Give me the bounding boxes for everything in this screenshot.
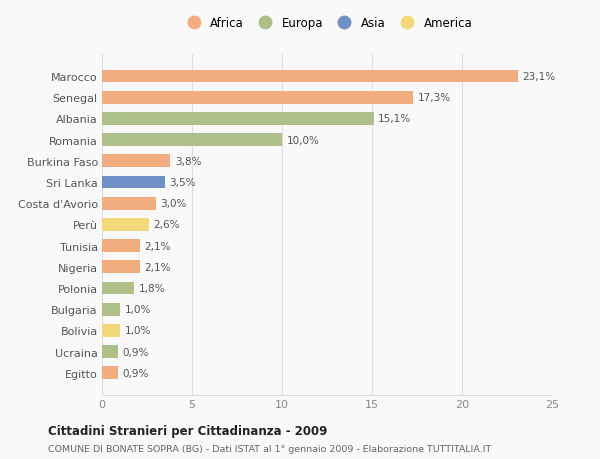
Text: 2,1%: 2,1%: [145, 262, 171, 272]
Bar: [102, 134, 282, 147]
Bar: [102, 197, 156, 210]
Bar: [102, 261, 140, 274]
Text: Cittadini Stranieri per Cittadinanza - 2009: Cittadini Stranieri per Cittadinanza - 2…: [48, 424, 328, 437]
Bar: [102, 71, 518, 83]
Bar: [102, 303, 120, 316]
Bar: [102, 367, 118, 379]
Bar: [102, 282, 134, 295]
Text: 1,8%: 1,8%: [139, 283, 166, 293]
Text: 2,6%: 2,6%: [154, 220, 180, 230]
Text: 2,1%: 2,1%: [145, 241, 171, 251]
Text: 3,8%: 3,8%: [175, 157, 202, 167]
Bar: [102, 325, 120, 337]
Text: 0,9%: 0,9%: [123, 347, 149, 357]
Text: 15,1%: 15,1%: [379, 114, 412, 124]
Text: 10,0%: 10,0%: [287, 135, 319, 146]
Text: 3,5%: 3,5%: [170, 178, 196, 188]
Bar: [102, 218, 149, 231]
Bar: [102, 155, 170, 168]
Bar: [102, 240, 140, 252]
Text: 1,0%: 1,0%: [125, 304, 151, 314]
Bar: [102, 176, 165, 189]
Text: 17,3%: 17,3%: [418, 93, 451, 103]
Bar: [102, 113, 374, 125]
Text: 1,0%: 1,0%: [125, 326, 151, 336]
Bar: [102, 92, 413, 104]
Text: 3,0%: 3,0%: [161, 199, 187, 209]
Text: 0,9%: 0,9%: [123, 368, 149, 378]
Legend: Africa, Europa, Asia, America: Africa, Europa, Asia, America: [178, 13, 476, 34]
Text: 23,1%: 23,1%: [523, 72, 556, 82]
Text: COMUNE DI BONATE SOPRA (BG) - Dati ISTAT al 1° gennaio 2009 - Elaborazione TUTTI: COMUNE DI BONATE SOPRA (BG) - Dati ISTAT…: [48, 444, 491, 453]
Bar: [102, 346, 118, 358]
